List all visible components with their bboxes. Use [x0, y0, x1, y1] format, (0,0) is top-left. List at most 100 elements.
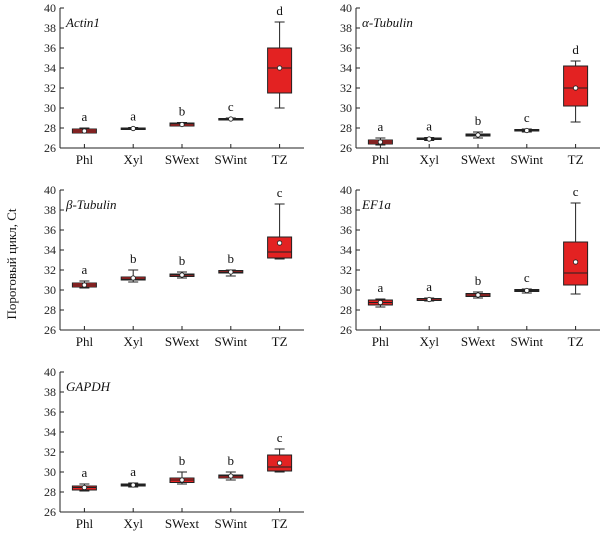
x-tick-label: Phl — [372, 152, 390, 167]
y-tick-label: 28 — [340, 121, 352, 135]
x-tick-label: SWint — [510, 152, 543, 167]
significance-letter: c — [573, 184, 579, 199]
significance-letter: b — [179, 453, 186, 468]
y-tick-label: 36 — [340, 41, 352, 55]
mean-marker — [228, 473, 234, 479]
x-tick-label: SWint — [510, 334, 543, 349]
y-tick-label: 26 — [340, 141, 352, 155]
y-tick-label: 34 — [340, 61, 352, 75]
significance-letter: a — [426, 279, 432, 294]
significance-letter: c — [277, 185, 283, 200]
x-tick-label: TZ — [568, 152, 584, 167]
y-tick-label: 40 — [44, 365, 56, 379]
mean-marker — [524, 127, 530, 134]
y-tick-label: 30 — [44, 283, 56, 297]
mean-marker — [475, 292, 481, 298]
significance-letter: b — [130, 251, 137, 266]
x-tick-label: Xyl — [419, 334, 439, 349]
significance-letter: a — [82, 109, 88, 124]
y-tick-label: 38 — [44, 21, 56, 35]
y-tick-label: 36 — [44, 223, 56, 237]
mean-marker — [475, 132, 481, 138]
mean-marker — [130, 275, 136, 281]
y-tick-label: 34 — [44, 243, 56, 257]
y-tick-label: 32 — [44, 263, 56, 277]
y-tick-label: 36 — [44, 41, 56, 55]
chart-title: β-Tubulin — [65, 197, 117, 212]
x-tick-label: Phl — [76, 516, 94, 531]
mean-marker — [426, 136, 432, 142]
x-tick-label: SWext — [165, 334, 200, 349]
y-axis-label: Пороговый цикл, Ct — [4, 208, 19, 320]
mean-marker — [179, 272, 185, 278]
mean-marker — [377, 299, 383, 306]
significance-letter: a — [378, 280, 384, 295]
y-tick-label: 36 — [340, 223, 352, 237]
x-tick-label: Xyl — [123, 334, 143, 349]
mean-marker — [426, 296, 432, 303]
mean-marker — [130, 125, 136, 132]
y-tick-label: 28 — [44, 485, 56, 499]
x-tick-label: Phl — [372, 334, 390, 349]
mean-marker — [179, 121, 185, 128]
y-tick-label: 26 — [340, 323, 352, 337]
chart-panel: 26 28 30 32 34 36 38 40 Actin1 Phl a Xyl a SWext b SWin… — [44, 1, 304, 167]
mean-marker — [130, 482, 136, 488]
chart-title: α-Tubulin — [362, 15, 413, 30]
significance-letter: a — [426, 119, 432, 134]
mean-marker — [276, 65, 283, 71]
x-tick-label: Xyl — [123, 516, 143, 531]
x-tick-label: SWext — [461, 152, 496, 167]
significance-letter: d — [276, 3, 283, 18]
x-tick-label: SWext — [165, 152, 200, 167]
chart-title: GAPDH — [66, 379, 111, 394]
mean-marker — [572, 85, 579, 91]
significance-letter: b — [179, 253, 186, 268]
x-tick-label: SWext — [165, 516, 200, 531]
mean-marker — [81, 282, 88, 288]
mean-marker — [572, 259, 579, 265]
x-tick-label: TZ — [272, 152, 288, 167]
chart-panel: 26 28 30 32 34 36 38 40 α-Tubulin Phl a Xyl a SWext b S… — [340, 1, 600, 167]
significance-letter: c — [524, 110, 530, 125]
chart-title: Actin1 — [65, 15, 100, 30]
significance-letter: c — [524, 270, 530, 285]
chart-panel: 26 28 30 32 34 36 38 40 EF1a Phl a Xyl a SWext b SWint c… — [340, 183, 600, 349]
y-tick-label: 34 — [44, 425, 56, 439]
x-tick-label: TZ — [272, 334, 288, 349]
significance-letter: a — [130, 464, 136, 479]
significance-letter: a — [82, 465, 88, 480]
x-tick-label: TZ — [272, 516, 288, 531]
mean-marker — [276, 460, 283, 466]
mean-marker — [81, 128, 88, 134]
y-tick-label: 28 — [44, 121, 56, 135]
x-tick-label: SWint — [214, 152, 247, 167]
significance-letter: d — [572, 42, 579, 57]
y-tick-label: 28 — [340, 303, 352, 317]
significance-letter: b — [179, 104, 186, 119]
x-tick-label: SWint — [214, 334, 247, 349]
significance-letter: c — [277, 430, 283, 445]
significance-letter: b — [475, 113, 482, 128]
y-tick-label: 32 — [44, 445, 56, 459]
y-tick-label: 34 — [44, 61, 56, 75]
y-tick-label: 26 — [44, 505, 56, 519]
mean-marker — [81, 484, 88, 491]
significance-letter: b — [475, 273, 482, 288]
significance-letter: b — [228, 453, 235, 468]
x-tick-label: SWint — [214, 516, 247, 531]
chart-panel: 26 28 30 32 34 36 38 40 β-Tubulin Phl a Xyl b SWext b S… — [44, 183, 304, 349]
y-tick-label: 34 — [340, 243, 352, 257]
y-tick-label: 28 — [44, 303, 56, 317]
y-tick-label: 32 — [340, 263, 352, 277]
y-tick-label: 40 — [44, 1, 56, 15]
x-tick-label: Phl — [76, 152, 94, 167]
mean-marker — [228, 269, 234, 275]
y-tick-label: 30 — [340, 101, 352, 115]
significance-letter: b — [228, 251, 235, 266]
y-tick-label: 40 — [44, 183, 56, 197]
y-tick-label: 32 — [44, 81, 56, 95]
y-tick-label: 38 — [340, 21, 352, 35]
